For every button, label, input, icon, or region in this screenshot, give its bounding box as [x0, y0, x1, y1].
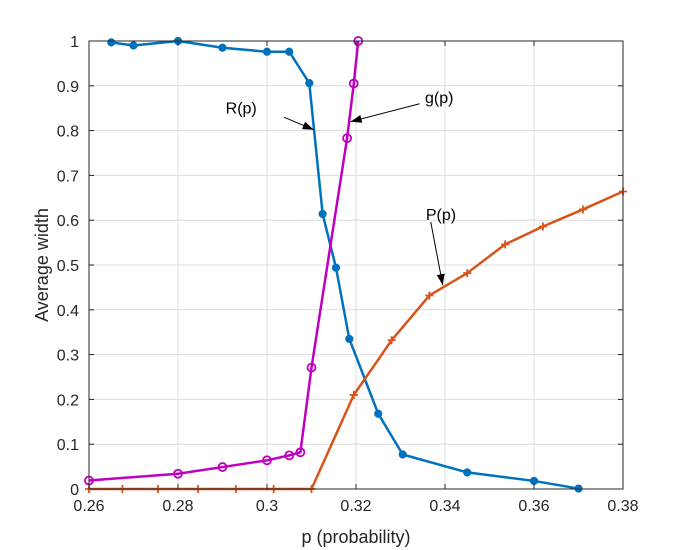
annotation-arrow-head	[302, 121, 314, 130]
x-tick-label: 0.38	[607, 498, 638, 515]
data-point	[345, 334, 354, 344]
y-tick-label: 0.5	[57, 258, 79, 275]
data-point	[107, 38, 116, 47]
y-axis-title: Average width	[32, 208, 52, 322]
ticks: 0.26 0.28 0.3 0.32 0.34 0.36 0.38 0 0.1 0.2 0.3 0.4…	[57, 34, 639, 515]
data-point	[305, 79, 314, 88]
x-tick-label: 0.36	[518, 498, 549, 515]
x-tick-label: 0.32	[340, 498, 371, 515]
y-tick-label: 0.6	[57, 213, 79, 230]
y-tick-label: 0	[70, 482, 79, 499]
x-axis-title: p (probability)	[301, 527, 410, 547]
y-tick-label: 0.3	[57, 348, 79, 365]
series-line	[88, 40, 360, 482]
data-point	[217, 462, 228, 472]
data-point	[218, 43, 227, 52]
data-point	[295, 447, 306, 458]
data-point	[262, 47, 272, 56]
data-point	[285, 47, 294, 56]
annotations: R(p) g(p) P(p)	[226, 90, 456, 286]
y-tick-label: 0.2	[57, 392, 79, 409]
data-point	[348, 78, 359, 89]
data-point	[463, 468, 472, 477]
data-point	[538, 222, 547, 231]
data-point	[306, 362, 317, 373]
annotation-arrow-head	[350, 115, 363, 123]
x-tick-label: 0.26	[73, 498, 104, 515]
y-tick-label: 1	[70, 34, 79, 51]
data-point	[331, 263, 341, 272]
annotation: g(p)	[350, 90, 453, 123]
annotation: R(p)	[226, 101, 314, 131]
data-point	[387, 336, 396, 345]
annotation: P(p)	[426, 207, 456, 286]
data-point	[262, 455, 272, 466]
annotation-arrow-head	[436, 273, 445, 286]
data-point	[578, 205, 587, 214]
annotation-label: P(p)	[426, 207, 456, 224]
data-point	[529, 476, 539, 486]
data-point	[425, 291, 434, 300]
annotation-label: g(p)	[425, 90, 453, 107]
y-tick-label: 0.7	[57, 168, 79, 185]
data-point	[463, 269, 472, 278]
data-point	[374, 409, 383, 418]
data-point	[398, 450, 407, 459]
data-point	[284, 450, 295, 461]
data-point	[173, 468, 183, 479]
annotation-label: R(p)	[226, 101, 257, 118]
y-tick-label: 0.4	[57, 303, 79, 320]
data-point	[342, 133, 353, 144]
data-point	[501, 240, 510, 249]
x-tick-label: 0.28	[162, 498, 193, 515]
series-1	[84, 36, 364, 486]
data-point	[349, 390, 358, 399]
data-point	[318, 209, 327, 219]
data-point	[129, 41, 138, 50]
annotation-arrow-line	[350, 103, 420, 123]
x-tick-label: 0.3	[256, 498, 278, 515]
y-tick-label: 0.1	[57, 437, 79, 454]
y-tick-label: 0.8	[57, 124, 79, 141]
x-tick-label: 0.34	[429, 498, 460, 515]
y-tick-label: 0.9	[57, 79, 79, 96]
